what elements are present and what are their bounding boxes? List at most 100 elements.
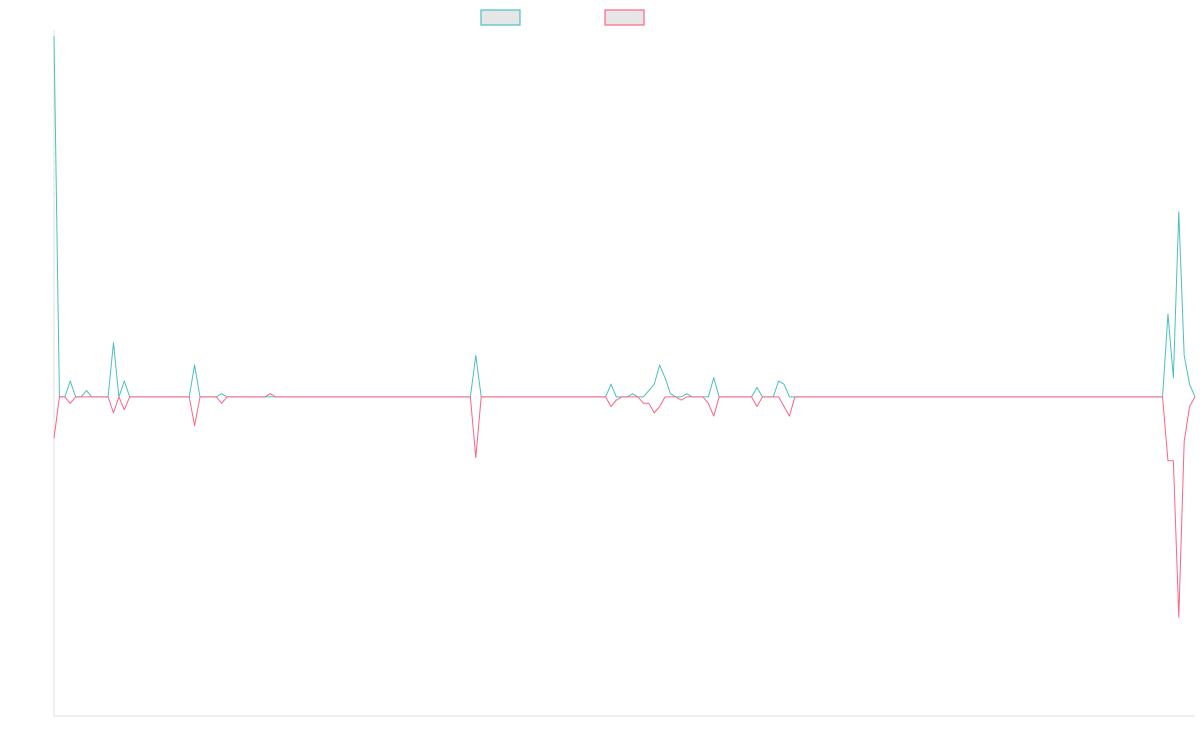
data-point-series-2[interactable]	[91, 396, 92, 397]
data-point-series-1[interactable]	[643, 396, 644, 397]
data-point-series-2[interactable]	[821, 396, 822, 397]
data-point-series-2[interactable]	[1054, 396, 1055, 397]
series-line-1[interactable]	[53, 35, 1196, 398]
data-point-series-2[interactable]	[367, 396, 368, 397]
data-point-series-2[interactable]	[984, 396, 985, 397]
data-point-series-1[interactable]	[221, 393, 222, 394]
data-point-series-2[interactable]	[1151, 396, 1152, 397]
data-point-series-2[interactable]	[1011, 396, 1012, 397]
data-point-series-2[interactable]	[448, 396, 449, 397]
data-point-series-2[interactable]	[264, 396, 265, 397]
data-point-series-2[interactable]	[226, 396, 227, 397]
data-point-series-1[interactable]	[86, 390, 87, 391]
data-point-series-2[interactable]	[183, 396, 184, 397]
data-point-series-2[interactable]	[362, 396, 363, 397]
data-point-series-2[interactable]	[1038, 396, 1039, 397]
data-point-series-2[interactable]	[97, 396, 98, 397]
data-point-series-2[interactable]	[59, 396, 60, 397]
data-point-series-2[interactable]	[1135, 396, 1136, 397]
data-point-series-2[interactable]	[583, 396, 584, 397]
data-point-series-2[interactable]	[1119, 396, 1120, 397]
data-point-series-2[interactable]	[459, 396, 460, 397]
data-point-series-2[interactable]	[670, 396, 671, 397]
data-point-series-2[interactable]	[1162, 396, 1163, 397]
data-point-series-2[interactable]	[275, 396, 276, 397]
data-point-series-2[interactable]	[702, 396, 703, 397]
data-point-series-2[interactable]	[70, 403, 71, 404]
data-point-series-2[interactable]	[162, 396, 163, 397]
data-point-series-2[interactable]	[437, 396, 438, 397]
data-point-series-2[interactable]	[962, 396, 963, 397]
data-point-series-2[interactable]	[221, 403, 222, 404]
data-point-series-2[interactable]	[870, 396, 871, 397]
data-point-series-2[interactable]	[1184, 441, 1185, 442]
data-point-series-2[interactable]	[486, 396, 487, 397]
data-point-series-2[interactable]	[713, 415, 714, 416]
data-point-series-2[interactable]	[86, 396, 87, 397]
data-point-series-1[interactable]	[778, 380, 779, 381]
data-point-series-2[interactable]	[535, 396, 536, 397]
data-point-series-2[interactable]	[854, 396, 855, 397]
data-point-series-2[interactable]	[605, 396, 606, 397]
data-point-series-2[interactable]	[789, 415, 790, 416]
data-point-series-2[interactable]	[1021, 396, 1022, 397]
data-point-series-2[interactable]	[573, 396, 574, 397]
data-point-series-2[interactable]	[518, 396, 519, 397]
data-point-series-2[interactable]	[632, 396, 633, 397]
data-point-series-1[interactable]	[270, 396, 271, 397]
data-point-series-2[interactable]	[1130, 396, 1131, 397]
data-point-series-1[interactable]	[610, 384, 611, 385]
data-point-series-1[interactable]	[632, 393, 633, 394]
data-point-series-2[interactable]	[1032, 396, 1033, 397]
data-point-series-2[interactable]	[508, 396, 509, 397]
data-point-series-2[interactable]	[767, 396, 768, 397]
data-point-series-2[interactable]	[1113, 396, 1114, 397]
data-point-series-2[interactable]	[383, 396, 384, 397]
data-point-series-2[interactable]	[340, 396, 341, 397]
data-point-series-2[interactable]	[929, 396, 930, 397]
data-point-series-2[interactable]	[838, 396, 839, 397]
data-point-series-2[interactable]	[497, 396, 498, 397]
data-point-series-2[interactable]	[205, 396, 206, 397]
data-point-series-2[interactable]	[913, 396, 914, 397]
data-point-series-2[interactable]	[973, 396, 974, 397]
data-point-series-2[interactable]	[719, 396, 720, 397]
data-point-series-2[interactable]	[64, 396, 65, 397]
data-point-series-1[interactable]	[664, 377, 665, 378]
data-point-series-2[interactable]	[107, 396, 108, 397]
data-point-series-2[interactable]	[135, 396, 136, 397]
data-point-series-1[interactable]	[659, 364, 660, 365]
data-point-series-2[interactable]	[194, 425, 195, 426]
data-point-series-2[interactable]	[232, 396, 233, 397]
data-point-series-2[interactable]	[697, 396, 698, 397]
data-point-series-1[interactable]	[194, 364, 195, 365]
data-point-series-2[interactable]	[919, 396, 920, 397]
data-point-series-2[interactable]	[529, 396, 530, 397]
data-point-series-1[interactable]	[475, 355, 476, 356]
data-point-series-2[interactable]	[351, 396, 352, 397]
data-point-series-2[interactable]	[805, 396, 806, 397]
data-point-series-2[interactable]	[956, 396, 957, 397]
data-point-series-2[interactable]	[978, 396, 979, 397]
data-point-series-1[interactable]	[783, 384, 784, 385]
data-point-series-2[interactable]	[253, 396, 254, 397]
data-point-series-2[interactable]	[578, 396, 579, 397]
data-point-series-2[interactable]	[551, 396, 552, 397]
data-point-series-2[interactable]	[740, 396, 741, 397]
data-point-series-2[interactable]	[621, 396, 622, 397]
data-point-series-2[interactable]	[1108, 396, 1109, 397]
data-point-series-2[interactable]	[156, 396, 157, 397]
data-point-series-2[interactable]	[470, 396, 471, 397]
data-point-series-2[interactable]	[832, 396, 833, 397]
data-point-series-2[interactable]	[967, 396, 968, 397]
data-point-series-2[interactable]	[794, 396, 795, 397]
data-point-series-2[interactable]	[302, 396, 303, 397]
data-point-series-2[interactable]	[394, 396, 395, 397]
data-point-series-2[interactable]	[648, 403, 649, 404]
data-point-series-2[interactable]	[908, 396, 909, 397]
data-point-series-2[interactable]	[897, 396, 898, 397]
data-point-series-1[interactable]	[686, 393, 687, 394]
data-point-series-1[interactable]	[654, 384, 655, 385]
data-point-series-2[interactable]	[270, 393, 271, 394]
data-point-series-2[interactable]	[848, 396, 849, 397]
